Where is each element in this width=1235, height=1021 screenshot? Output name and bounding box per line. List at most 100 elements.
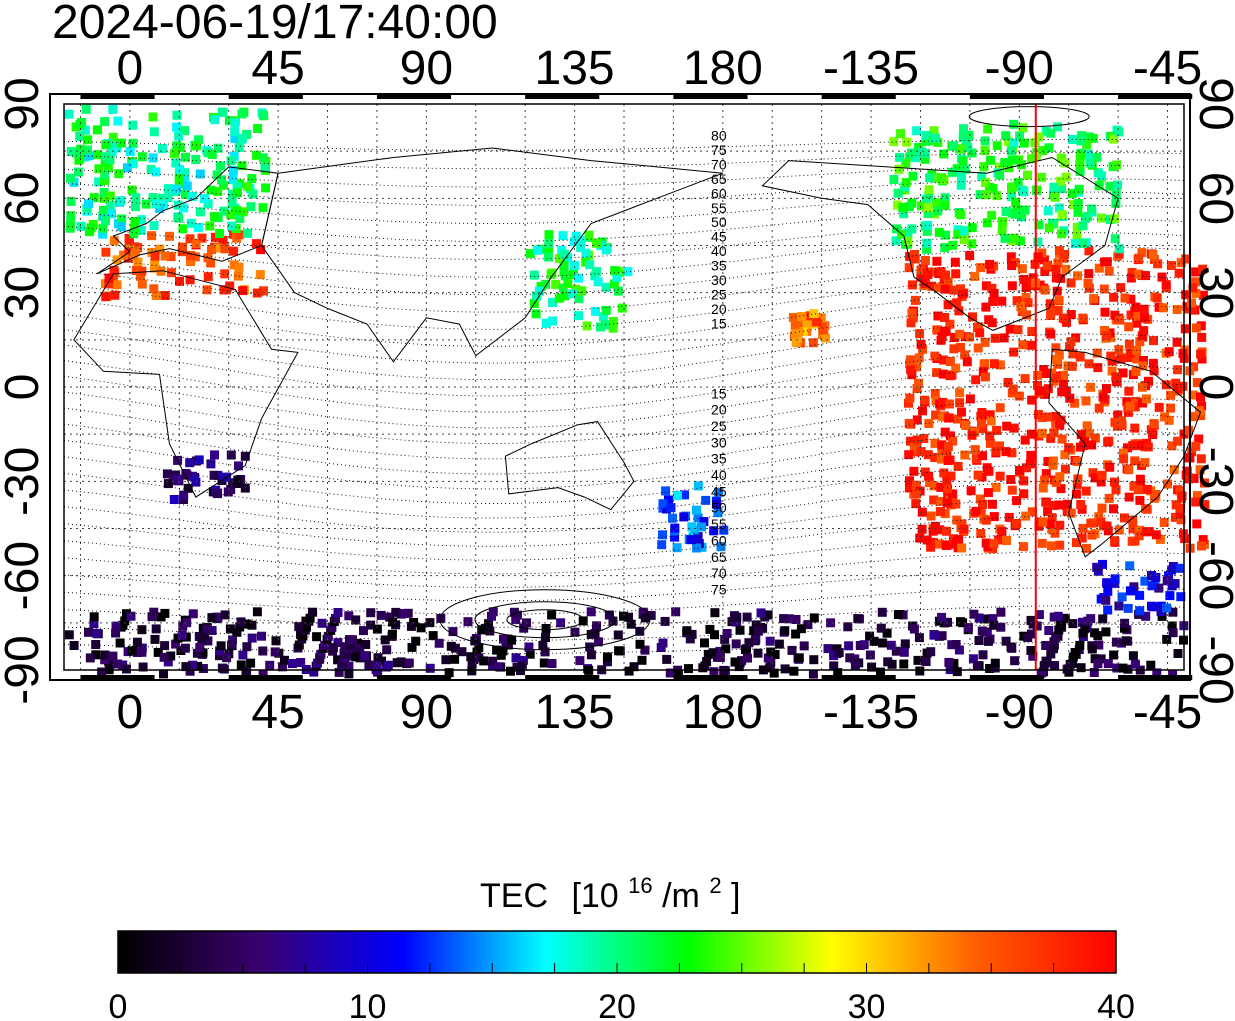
tec-cell (1175, 509, 1185, 519)
tec-cell (956, 617, 965, 627)
tec-cell (1111, 372, 1121, 382)
tec-cell (658, 499, 668, 509)
tec-cell (1092, 348, 1102, 358)
tec-cell (1131, 302, 1141, 312)
tec-cell (715, 652, 725, 662)
tec-cell (131, 202, 140, 212)
tec-cell (1100, 307, 1110, 317)
tec-cell (923, 209, 933, 218)
tec-cell (203, 199, 213, 209)
tec-cell (218, 235, 228, 245)
tec-cell (137, 625, 147, 635)
tec-cell (252, 239, 261, 249)
tec-cell (100, 170, 110, 180)
tec-cell (1096, 654, 1106, 664)
tec-cell (613, 630, 623, 640)
tec-cell (1154, 402, 1164, 412)
tec-cell (1051, 477, 1061, 487)
tec-cell (1037, 172, 1047, 182)
tec-cell (766, 647, 776, 657)
contour-label: 55 (711, 516, 727, 532)
tec-cell (952, 298, 962, 308)
tec-cell (101, 216, 111, 226)
tec-cell (1009, 423, 1019, 433)
contour-label: 75 (711, 582, 727, 598)
tec-cell (181, 152, 190, 162)
tec-cell (186, 251, 196, 260)
frame-segment (525, 94, 600, 99)
tec-cell (355, 653, 365, 663)
tec-cell (943, 300, 953, 310)
tec-cell (928, 537, 938, 547)
tec-cell (982, 463, 992, 473)
tec-cell (943, 441, 953, 451)
tec-cell (1094, 263, 1104, 273)
tec-cell (731, 639, 741, 649)
tec-cell (466, 652, 476, 662)
tec-cell (713, 508, 723, 518)
tec-cell (1103, 659, 1113, 669)
tec-cell (995, 471, 1005, 481)
tec-cell (185, 275, 195, 285)
tec-cell (217, 107, 227, 117)
tec-cell (680, 490, 689, 500)
tec-cell (1073, 271, 1082, 281)
tec-cell (940, 243, 950, 253)
tec-cell (940, 313, 950, 322)
tec-cell (1098, 392, 1108, 402)
tec-cell (287, 659, 297, 668)
contour-label: 70 (711, 156, 727, 172)
tec-cell (939, 327, 949, 337)
tec-cell (1076, 136, 1086, 146)
tec-cell (1167, 621, 1177, 631)
tec-cell (206, 185, 216, 195)
tec-cell (1112, 421, 1122, 431)
colorbar-tick-label: 40 (1097, 988, 1135, 1021)
timestamp-title: 2024-06-19/17:40:00 (52, 0, 498, 49)
tec-cell (159, 669, 168, 679)
tec-cell (1038, 483, 1048, 493)
tec-cell (978, 499, 987, 509)
tec-cell (235, 214, 245, 224)
tec-cell (1128, 515, 1138, 525)
tec-cell (1077, 239, 1087, 248)
tec-cell (149, 607, 159, 617)
tec-cell (886, 640, 896, 650)
x-tick-bottom: -90 (985, 686, 1054, 739)
x-axis-bottom-ticks: 0 45 90 135 180 -135 -90 -45 (117, 686, 1203, 739)
tec-cell (929, 126, 939, 136)
tec-cell (991, 482, 1001, 492)
tec-cell (547, 659, 557, 668)
tec-cell (1097, 470, 1107, 480)
contour-label: 50 (711, 214, 727, 230)
tec-cell (1156, 601, 1166, 611)
tec-cell (1012, 296, 1022, 306)
tec-cell (1109, 134, 1119, 144)
tec-cell (590, 629, 600, 639)
tec-cell (1006, 475, 1016, 484)
tec-cell (920, 256, 930, 265)
tec-cell (232, 182, 242, 192)
colorbar-title: TEC [10 16 /m 2 ] (480, 863, 741, 915)
tec-cell (210, 450, 219, 460)
x-tick-top: 0 (117, 42, 144, 95)
tec-cell (947, 489, 957, 499)
tec-cell (1098, 559, 1107, 569)
tec-cell (1084, 246, 1094, 256)
tec-cell (1009, 119, 1019, 129)
tec-cell (1007, 208, 1017, 218)
tec-cell (191, 155, 201, 164)
tec-cell (1015, 236, 1025, 246)
tec-cell (1007, 485, 1017, 495)
tec-cell (551, 279, 561, 289)
tec-cell (1172, 337, 1182, 347)
tec-cell (914, 633, 924, 643)
tec-cell (983, 542, 993, 552)
magnetic-contour (63, 587, 1185, 615)
frame-segment (1118, 675, 1193, 680)
magnetic-contour (63, 165, 1185, 188)
tec-cell (387, 629, 397, 639)
tec-cell (882, 628, 892, 638)
tec-cell (1076, 430, 1086, 440)
tec-cell (1124, 492, 1134, 502)
